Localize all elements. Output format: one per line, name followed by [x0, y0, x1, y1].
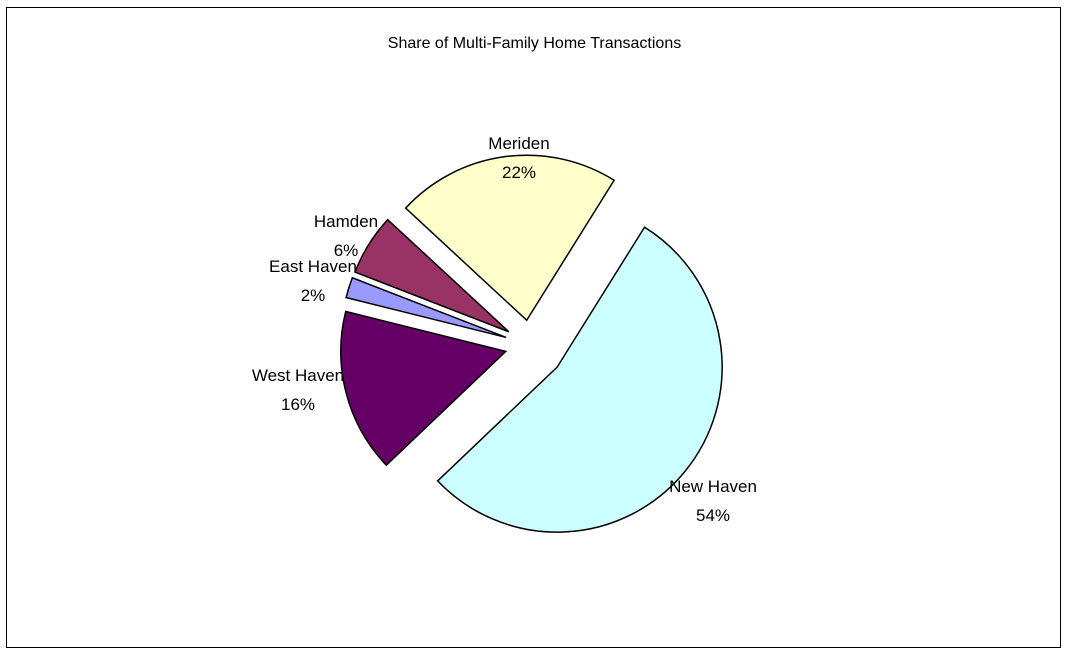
slice-category-label: West Haven	[252, 366, 344, 385]
pie-slice-east-haven	[345, 276, 507, 339]
slice-category-label: Hamden	[314, 212, 378, 231]
slice-percent-label: 16%	[281, 395, 315, 414]
pie-slice-meriden	[404, 154, 616, 322]
slice-percent-label: 6%	[334, 241, 359, 260]
pie-slices	[340, 154, 723, 533]
pie-slice-new-haven	[436, 226, 723, 533]
slice-percent-label: 54%	[696, 506, 730, 525]
slice-category-label: Meriden	[488, 134, 549, 153]
chart-title: Share of Multi-Family Home Transactions	[387, 35, 682, 52]
slice-percent-label: 22%	[502, 163, 536, 182]
pie-labels: New Haven 54% West Haven 16% East Haven 2% Ham…	[252, 134, 757, 525]
slice-category-label: East Haven	[269, 257, 357, 276]
pie-slice-west-haven	[340, 310, 508, 467]
chart-frame: Share of Multi-Family Home Transactions	[6, 7, 1061, 648]
slice-percent-label: 2%	[301, 286, 326, 305]
slice-category-label: New Haven	[669, 477, 757, 496]
pie-slice-hamden	[353, 218, 510, 333]
